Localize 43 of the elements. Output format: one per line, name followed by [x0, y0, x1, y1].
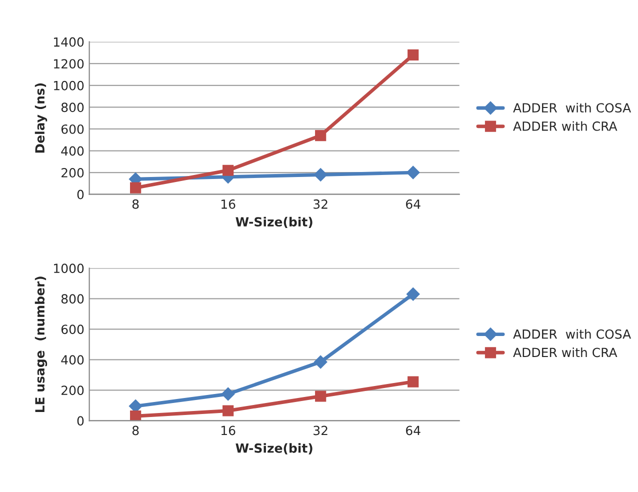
- y-tick-label: 1400: [54, 37, 84, 47]
- point: [406, 287, 420, 301]
- y-tick-label: 600: [61, 124, 84, 134]
- y-tick-label: 800: [61, 294, 84, 304]
- y-tick-label: 600: [61, 324, 84, 334]
- y-tick-label: 800: [61, 102, 84, 112]
- x-tick-label: 8: [132, 199, 139, 209]
- y-tick-label: 200: [62, 168, 84, 178]
- point: [408, 49, 419, 60]
- point: [315, 390, 326, 402]
- y-axis-title: Delay (ns): [34, 83, 48, 153]
- x-tick-label: 16: [222, 199, 236, 209]
- y-tick-label: 0: [77, 190, 84, 200]
- y-tick-label: 400: [61, 355, 84, 365]
- legend-label: ADDER with CRA: [513, 121, 618, 131]
- point: [130, 182, 142, 194]
- point: [315, 130, 326, 142]
- point: [130, 410, 142, 421]
- legend-label: ADDER with COSA: [513, 102, 632, 113]
- point: [406, 166, 420, 180]
- y-tick-label: 400: [61, 146, 84, 156]
- x-tick-label: 64: [406, 199, 420, 209]
- legend-label: ADDER with COSA: [513, 329, 632, 339]
- x-tick-label: 64: [406, 426, 420, 436]
- point: [221, 387, 235, 401]
- y-tick-label: 1000: [54, 80, 84, 90]
- x-tick-label: 16: [222, 426, 236, 436]
- y-tick-label: 200: [62, 386, 84, 396]
- x-tick-label: 8: [132, 426, 139, 436]
- point: [314, 168, 328, 182]
- y-tick-label: 0: [77, 416, 84, 426]
- y-axis-title: LE usage (number): [34, 276, 48, 412]
- point: [222, 405, 234, 416]
- x-axis-title: W-Size(bit): [236, 216, 312, 228]
- point: [222, 164, 234, 176]
- x-tick-label: 32: [314, 426, 328, 436]
- y-tick-label: 1000: [54, 264, 84, 274]
- x-tick-label: 32: [314, 199, 328, 209]
- y-tick-label: 1200: [54, 59, 84, 69]
- point: [314, 355, 328, 369]
- x-axis-title: W-Size(bit): [236, 443, 312, 454]
- point: [408, 376, 419, 388]
- legend-label: ADDER with CRA: [513, 348, 618, 358]
